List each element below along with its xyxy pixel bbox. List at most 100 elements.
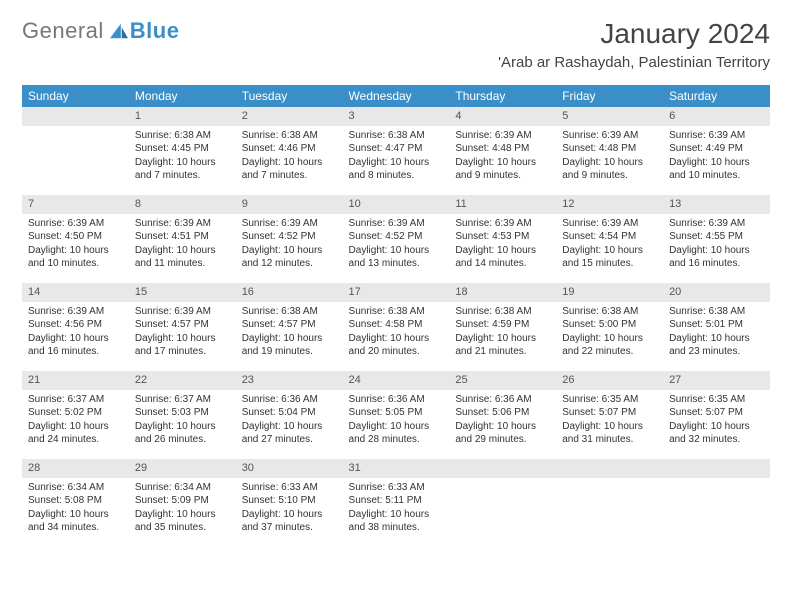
day-content: Sunrise: 6:38 AMSunset: 4:47 PMDaylight:…	[343, 126, 450, 189]
day-content: Sunrise: 6:35 AMSunset: 5:07 PMDaylight:…	[556, 390, 663, 453]
calendar-day: 21Sunrise: 6:37 AMSunset: 5:02 PMDayligh…	[22, 371, 129, 459]
calendar-day: 28Sunrise: 6:34 AMSunset: 5:08 PMDayligh…	[22, 459, 129, 547]
day-content: Sunrise: 6:39 AMSunset: 4:52 PMDaylight:…	[236, 214, 343, 277]
calendar-head: SundayMondayTuesdayWednesdayThursdayFrid…	[22, 85, 770, 107]
day-content: Sunrise: 6:39 AMSunset: 4:57 PMDaylight:…	[129, 302, 236, 365]
calendar-day: 1Sunrise: 6:38 AMSunset: 4:45 PMDaylight…	[129, 107, 236, 195]
day-content: Sunrise: 6:37 AMSunset: 5:02 PMDaylight:…	[22, 390, 129, 453]
calendar-day: 14Sunrise: 6:39 AMSunset: 4:56 PMDayligh…	[22, 283, 129, 371]
calendar-day: 5Sunrise: 6:39 AMSunset: 4:48 PMDaylight…	[556, 107, 663, 195]
day-content: Sunrise: 6:34 AMSunset: 5:08 PMDaylight:…	[22, 478, 129, 541]
day-content: Sunrise: 6:39 AMSunset: 4:54 PMDaylight:…	[556, 214, 663, 277]
calendar-day: 4Sunrise: 6:39 AMSunset: 4:48 PMDaylight…	[449, 107, 556, 195]
location: 'Arab ar Rashaydah, Palestinian Territor…	[498, 54, 770, 71]
weekday-header: Tuesday	[236, 85, 343, 107]
day-content: Sunrise: 6:38 AMSunset: 5:01 PMDaylight:…	[663, 302, 770, 365]
calendar-day: 12Sunrise: 6:39 AMSunset: 4:54 PMDayligh…	[556, 195, 663, 283]
day-content: Sunrise: 6:39 AMSunset: 4:51 PMDaylight:…	[129, 214, 236, 277]
day-number: 26	[556, 371, 663, 390]
calendar-day: 25Sunrise: 6:36 AMSunset: 5:06 PMDayligh…	[449, 371, 556, 459]
day-number: 7	[22, 195, 129, 214]
day-number: 23	[236, 371, 343, 390]
day-content: Sunrise: 6:39 AMSunset: 4:49 PMDaylight:…	[663, 126, 770, 189]
day-content: Sunrise: 6:33 AMSunset: 5:10 PMDaylight:…	[236, 478, 343, 541]
calendar-day: 6Sunrise: 6:39 AMSunset: 4:49 PMDaylight…	[663, 107, 770, 195]
calendar-day: 30Sunrise: 6:33 AMSunset: 5:10 PMDayligh…	[236, 459, 343, 547]
day-number: 15	[129, 283, 236, 302]
calendar-day: 2Sunrise: 6:38 AMSunset: 4:46 PMDaylight…	[236, 107, 343, 195]
day-content: Sunrise: 6:38 AMSunset: 4:57 PMDaylight:…	[236, 302, 343, 365]
day-number: 25	[449, 371, 556, 390]
day-content: Sunrise: 6:38 AMSunset: 5:00 PMDaylight:…	[556, 302, 663, 365]
day-number: 6	[663, 107, 770, 126]
day-number: 30	[236, 459, 343, 478]
day-number: 20	[663, 283, 770, 302]
calendar-day: 11Sunrise: 6:39 AMSunset: 4:53 PMDayligh…	[449, 195, 556, 283]
day-number: 16	[236, 283, 343, 302]
calendar-day: 10Sunrise: 6:39 AMSunset: 4:52 PMDayligh…	[343, 195, 450, 283]
day-content: Sunrise: 6:36 AMSunset: 5:06 PMDaylight:…	[449, 390, 556, 453]
day-content: Sunrise: 6:39 AMSunset: 4:52 PMDaylight:…	[343, 214, 450, 277]
weekday-header: Thursday	[449, 85, 556, 107]
day-content: Sunrise: 6:39 AMSunset: 4:55 PMDaylight:…	[663, 214, 770, 277]
month-title: January 2024	[498, 18, 770, 50]
day-number: 18	[449, 283, 556, 302]
day-number: 27	[663, 371, 770, 390]
day-number: 31	[343, 459, 450, 478]
sail-icon	[108, 22, 130, 40]
calendar-day: 20Sunrise: 6:38 AMSunset: 5:01 PMDayligh…	[663, 283, 770, 371]
calendar-week: 1Sunrise: 6:38 AMSunset: 4:45 PMDaylight…	[22, 107, 770, 195]
calendar-week: 14Sunrise: 6:39 AMSunset: 4:56 PMDayligh…	[22, 283, 770, 371]
calendar-day: 13Sunrise: 6:39 AMSunset: 4:55 PMDayligh…	[663, 195, 770, 283]
day-number: 3	[343, 107, 450, 126]
day-number: 24	[343, 371, 450, 390]
day-number: 28	[22, 459, 129, 478]
calendar-day	[449, 459, 556, 547]
calendar-day: 15Sunrise: 6:39 AMSunset: 4:57 PMDayligh…	[129, 283, 236, 371]
day-number-bar	[663, 459, 770, 478]
day-content: Sunrise: 6:37 AMSunset: 5:03 PMDaylight:…	[129, 390, 236, 453]
weekday-header: Sunday	[22, 85, 129, 107]
day-number: 5	[556, 107, 663, 126]
calendar-day: 8Sunrise: 6:39 AMSunset: 4:51 PMDaylight…	[129, 195, 236, 283]
calendar-day: 26Sunrise: 6:35 AMSunset: 5:07 PMDayligh…	[556, 371, 663, 459]
calendar-day	[663, 459, 770, 547]
calendar-week: 28Sunrise: 6:34 AMSunset: 5:08 PMDayligh…	[22, 459, 770, 547]
calendar-day: 18Sunrise: 6:38 AMSunset: 4:59 PMDayligh…	[449, 283, 556, 371]
day-number: 12	[556, 195, 663, 214]
day-number: 11	[449, 195, 556, 214]
calendar-day	[22, 107, 129, 195]
weekday-header: Saturday	[663, 85, 770, 107]
day-content: Sunrise: 6:39 AMSunset: 4:56 PMDaylight:…	[22, 302, 129, 365]
day-number-bar	[449, 459, 556, 478]
day-number: 2	[236, 107, 343, 126]
day-number: 21	[22, 371, 129, 390]
calendar-day: 17Sunrise: 6:38 AMSunset: 4:58 PMDayligh…	[343, 283, 450, 371]
day-number: 19	[556, 283, 663, 302]
brand-part2: Blue	[130, 18, 180, 44]
day-content: Sunrise: 6:38 AMSunset: 4:58 PMDaylight:…	[343, 302, 450, 365]
day-number: 9	[236, 195, 343, 214]
day-content: Sunrise: 6:39 AMSunset: 4:48 PMDaylight:…	[449, 126, 556, 189]
calendar-table: SundayMondayTuesdayWednesdayThursdayFrid…	[22, 85, 770, 547]
calendar-day: 23Sunrise: 6:36 AMSunset: 5:04 PMDayligh…	[236, 371, 343, 459]
day-number: 29	[129, 459, 236, 478]
title-block: January 2024 'Arab ar Rashaydah, Palesti…	[498, 18, 770, 81]
calendar-day: 19Sunrise: 6:38 AMSunset: 5:00 PMDayligh…	[556, 283, 663, 371]
calendar-day: 29Sunrise: 6:34 AMSunset: 5:09 PMDayligh…	[129, 459, 236, 547]
calendar-day: 27Sunrise: 6:35 AMSunset: 5:07 PMDayligh…	[663, 371, 770, 459]
header: General Blue January 2024 'Arab ar Rasha…	[22, 18, 770, 81]
calendar-day: 22Sunrise: 6:37 AMSunset: 5:03 PMDayligh…	[129, 371, 236, 459]
calendar-day: 31Sunrise: 6:33 AMSunset: 5:11 PMDayligh…	[343, 459, 450, 547]
calendar-week: 7Sunrise: 6:39 AMSunset: 4:50 PMDaylight…	[22, 195, 770, 283]
day-number: 22	[129, 371, 236, 390]
brand-logo: General Blue	[22, 18, 179, 44]
day-content: Sunrise: 6:36 AMSunset: 5:04 PMDaylight:…	[236, 390, 343, 453]
day-number-bar	[22, 107, 129, 126]
day-number: 1	[129, 107, 236, 126]
day-content: Sunrise: 6:39 AMSunset: 4:48 PMDaylight:…	[556, 126, 663, 189]
weekday-header: Friday	[556, 85, 663, 107]
day-number: 8	[129, 195, 236, 214]
day-number-bar	[556, 459, 663, 478]
calendar-body: 1Sunrise: 6:38 AMSunset: 4:45 PMDaylight…	[22, 107, 770, 547]
